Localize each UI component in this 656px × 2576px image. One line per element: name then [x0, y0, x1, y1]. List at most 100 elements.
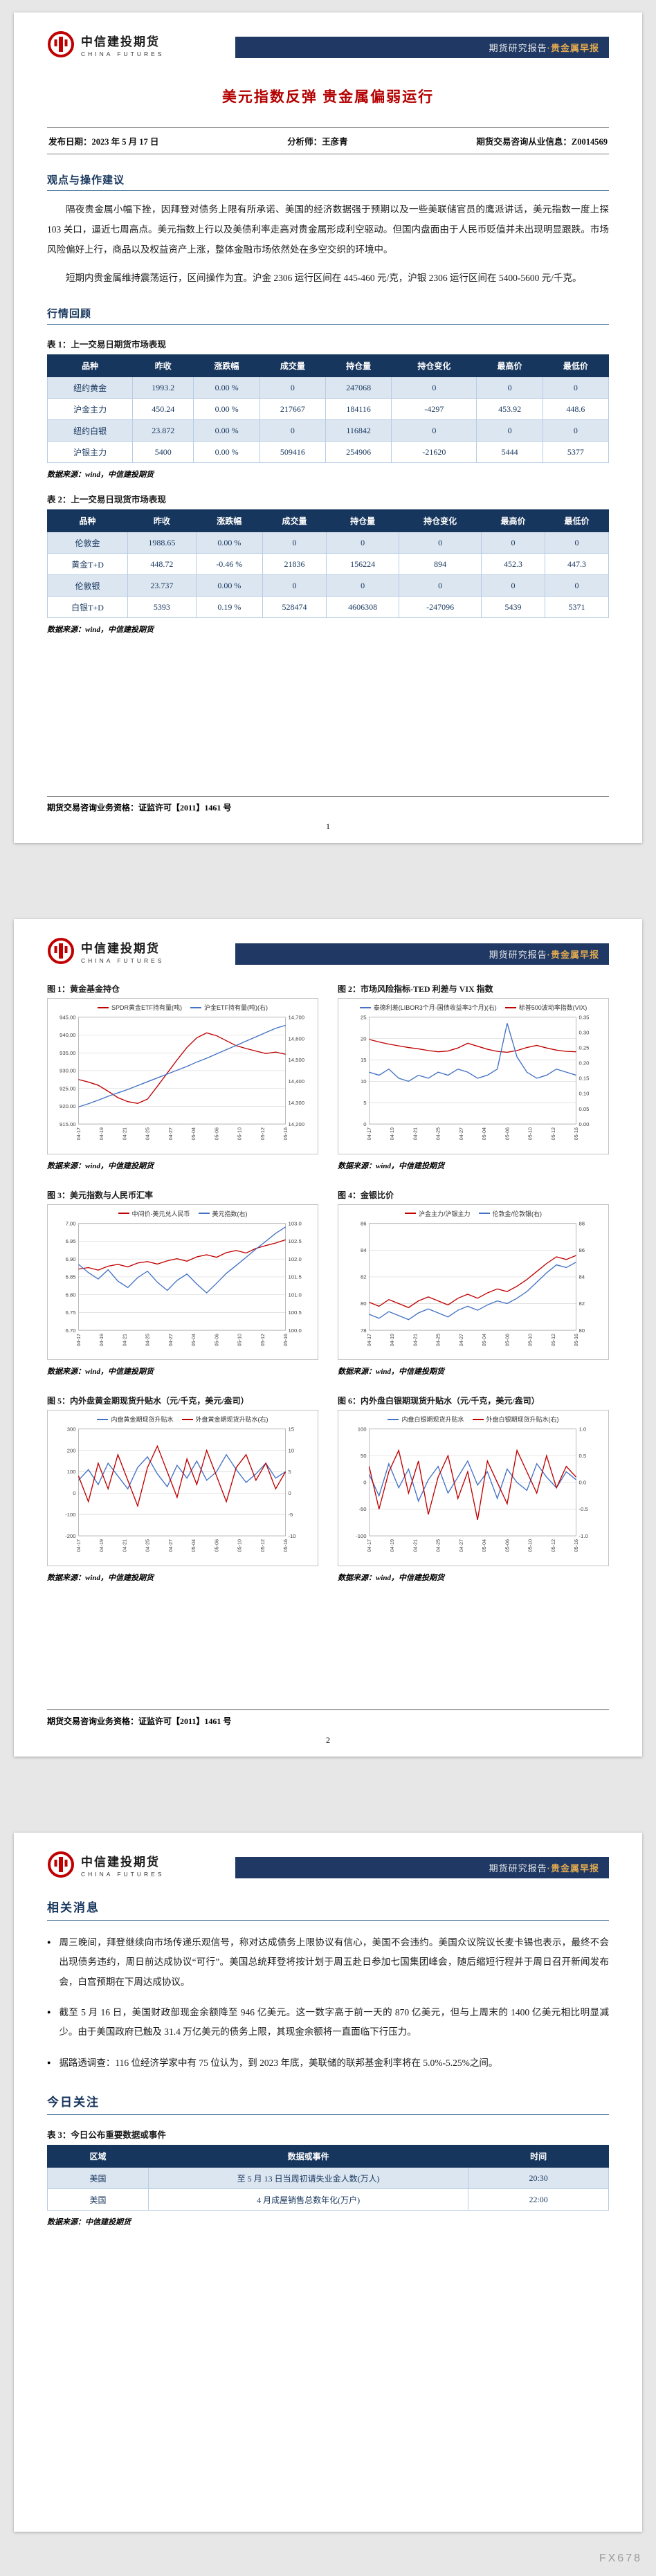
- svg-text:05-10: 05-10: [527, 1127, 534, 1140]
- data-source: 数据来源：wind，中信建投期货: [47, 1368, 154, 1377]
- news-item: ● 截至 5 月 16 日，美国财政部现金余额降至 946 亿美元。这一数字高于前…: [47, 2003, 609, 2042]
- viewpoint-paragraph-2: 短期内贵金属维持震荡运行，区间操作为宜。沪金 2306 运行区间在 445-46…: [66, 273, 582, 284]
- svg-text:25: 25: [361, 1014, 367, 1020]
- column-header: 持仓变化: [399, 509, 482, 533]
- table-cell: 0: [399, 574, 482, 597]
- svg-text:05-12: 05-12: [259, 1334, 266, 1346]
- svg-text:86: 86: [361, 1220, 367, 1226]
- table-cell: 447.3: [545, 553, 609, 576]
- svg-text:05-12: 05-12: [550, 1334, 556, 1346]
- legend-swatch-icon: [118, 1213, 129, 1215]
- banner-separator: ·: [547, 1863, 551, 1874]
- table-cell: 白银T+D: [46, 596, 129, 619]
- svg-text:05-16: 05-16: [573, 1539, 579, 1552]
- table-cell: 0: [476, 419, 543, 442]
- svg-text:04-21: 04-21: [121, 1334, 127, 1346]
- banner-separator: ·: [547, 43, 551, 53]
- figure-3-dxy-cny: 图 3：美元指数与人民币汇率 中间价-美元兑人民币 美元指数(右) 7.00 6.9…: [47, 1182, 318, 1381]
- svg-text:80: 80: [361, 1300, 367, 1307]
- chart-legend: 沪金主力/沪银主力 伦敦金/伦敦银(右): [340, 1208, 607, 1218]
- svg-text:5: 5: [363, 1100, 366, 1106]
- svg-text:04-27: 04-27: [167, 1539, 174, 1552]
- figure-title: 图 5：内外盘黄金期现货升贴水（元/千克，美元/盎司）: [47, 1396, 249, 1406]
- page-2: 中信建投期货 CHINA FUTURES 期货研究报告·贵金属早报 图 1：黄金…: [14, 919, 642, 1757]
- table-cell: 0.00 %: [195, 574, 264, 597]
- legend-item: 中间价-美元兑人民币: [118, 1209, 190, 1218]
- legend-item: 外盘黄金期现货升贴水(右): [181, 1415, 268, 1424]
- svg-text:04-19: 04-19: [98, 1334, 104, 1346]
- svg-text:04-21: 04-21: [412, 1334, 418, 1346]
- legend-item: 伦敦金/伦敦银(右): [478, 1209, 543, 1218]
- table-header-row: 区域 数据或事件 时间: [47, 2145, 609, 2168]
- chart-area: 内盘白银期现货升贴水 外盘白银期现货升贴水(右) 100 50 0 -50 -100 1.0…: [338, 1410, 609, 1566]
- column-header: 昨收: [127, 509, 197, 533]
- chart-plot-wrap: 300 200 100 0 -100 -200 15 10 5 0 -5 -10 04-17 04-19 0…: [49, 1424, 316, 1566]
- svg-text:82: 82: [361, 1273, 367, 1280]
- charts-grid: 图 1：黄金基金持仓 SPDR黄金ETF持有量(吨) 沪金ETF持有量(吨)(右)…: [47, 976, 609, 1594]
- chart-legend: 内盘白银期现货升贴水 外盘白银期现货升贴水(右): [340, 1413, 607, 1424]
- svg-text:05-12: 05-12: [550, 1127, 556, 1140]
- svg-text:-200: -200: [65, 1533, 75, 1539]
- table-cell: -247096: [399, 596, 482, 619]
- table-cell: 450.24: [132, 398, 194, 421]
- column-header: 时间: [468, 2145, 609, 2168]
- table-cell: 5393: [127, 596, 197, 619]
- svg-text:6.80: 6.80: [66, 1291, 76, 1298]
- svg-text:14,200: 14,200: [288, 1121, 304, 1127]
- report-banner: 期货研究报告·贵金属早报: [235, 37, 609, 58]
- footer-license: 期货交易咨询业务资格：证监许可【2011】1461 号: [47, 1716, 232, 1726]
- table-cell: 0: [262, 574, 327, 597]
- table-cell: 黄金T+D: [46, 553, 129, 576]
- legend-item: 泰德利差(LIBOR3个月-国债收益率3个月)(右): [359, 1003, 497, 1012]
- svg-text:14,700: 14,700: [288, 1014, 304, 1020]
- figure-5-gold-basis: 图 5：内外盘黄金期现货升贴水（元/千克，美元/盎司） 内盘黄金期现货升贴水 外盘…: [47, 1388, 318, 1587]
- chart-plot-wrap: 86 84 82 80 78 88 86 84 82 80 04-17 04-19 04-21 04-25…: [340, 1218, 607, 1360]
- page-3: 中信建投期货 CHINA FUTURES 期货研究报告·贵金属早报 相关消息 ●…: [14, 1833, 642, 2532]
- svg-text:04-21: 04-21: [121, 1127, 127, 1140]
- svg-text:0.35: 0.35: [578, 1014, 589, 1020]
- figure-title: 图 2：市场风险指标-TED 利差与 VIX 指数: [338, 984, 493, 994]
- table-cell: -21620: [391, 441, 477, 464]
- svg-text:0.5: 0.5: [578, 1453, 586, 1459]
- column-header: 持仓量: [325, 509, 400, 533]
- svg-text:101.5: 101.5: [288, 1273, 301, 1280]
- svg-text:05-16: 05-16: [573, 1127, 579, 1140]
- legend-label: 伦敦金/伦敦银(右): [492, 1210, 543, 1217]
- table-cell: 509416: [259, 441, 326, 464]
- table1-caption: 表 1：上一交易日期货市场表现: [47, 340, 166, 350]
- table-row: 美国至 5 月 13 日当周初请失业金人数(万人) 20:30: [47, 2167, 609, 2190]
- table-cell: -0.46 %: [195, 553, 264, 576]
- svg-text:04-17: 04-17: [75, 1334, 82, 1346]
- legend-item: 外盘白银期现货升贴水(右): [472, 1415, 559, 1424]
- table-row: 伦敦银 23.737 0.00 % 0 0 0 0 0: [46, 574, 609, 597]
- svg-text:100.5: 100.5: [288, 1309, 301, 1316]
- svg-text:0.20: 0.20: [578, 1060, 589, 1067]
- svg-text:6.70: 6.70: [66, 1327, 76, 1333]
- brand-name-en: CHINA FUTURES: [81, 1870, 165, 1878]
- chart-area: SPDR黄金ETF持有量(吨) 沪金ETF持有量(吨)(右) 945.00 940.…: [47, 998, 318, 1154]
- column-header: 区域: [47, 2145, 149, 2168]
- chart-plot: 300 200 100 0 -100 -200 15 10 5 0 -5 -10 04-17 04-19 0…: [65, 1426, 295, 1552]
- svg-text:05-06: 05-06: [213, 1539, 219, 1552]
- svg-text:04-19: 04-19: [389, 1334, 395, 1346]
- table-cell: 528474: [262, 596, 327, 619]
- svg-text:04-19: 04-19: [98, 1539, 104, 1552]
- svg-text:04-25: 04-25: [435, 1539, 441, 1552]
- table-cell: 22:00: [468, 2188, 609, 2211]
- svg-text:200: 200: [67, 1447, 76, 1453]
- legend-label: 外盘黄金期现货升贴水(右): [195, 1416, 268, 1424]
- svg-text:6.85: 6.85: [66, 1273, 76, 1280]
- chart-plot: 7.00 6.95 6.90 6.85 6.80 6.75 6.70 103.0 102.5 10…: [66, 1220, 302, 1346]
- svg-text:15: 15: [361, 1057, 367, 1063]
- table-cell: 0.00 %: [193, 419, 260, 442]
- report-title: 美元指数反弹 贵金属偏弱运行: [221, 89, 435, 105]
- bullet-icon: ●: [47, 2058, 51, 2066]
- svg-text:-50: -50: [358, 1506, 366, 1512]
- table-cell: 0: [545, 574, 609, 597]
- svg-text:80: 80: [578, 1327, 585, 1333]
- table-cell: 894: [399, 553, 482, 576]
- legend-swatch-icon: [190, 1006, 201, 1008]
- table-cell: 247068: [325, 377, 392, 399]
- table-row: 伦敦金 1988.65 0.00 % 0 0 0 0 0: [46, 532, 609, 554]
